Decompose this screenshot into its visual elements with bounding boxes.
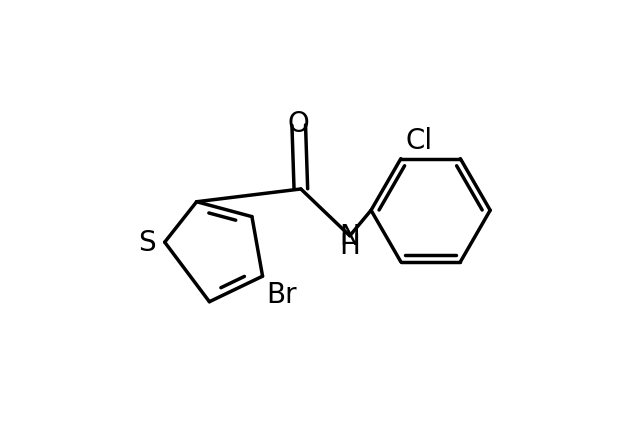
Text: H: H <box>339 232 360 260</box>
Text: S: S <box>139 229 156 257</box>
Text: Br: Br <box>266 281 296 309</box>
Text: O: O <box>288 110 310 138</box>
Text: Cl: Cl <box>405 127 432 155</box>
Text: N: N <box>339 222 360 250</box>
